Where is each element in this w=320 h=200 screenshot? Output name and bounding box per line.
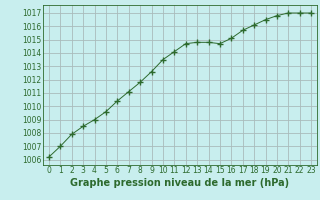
X-axis label: Graphe pression niveau de la mer (hPa): Graphe pression niveau de la mer (hPa): [70, 178, 290, 188]
